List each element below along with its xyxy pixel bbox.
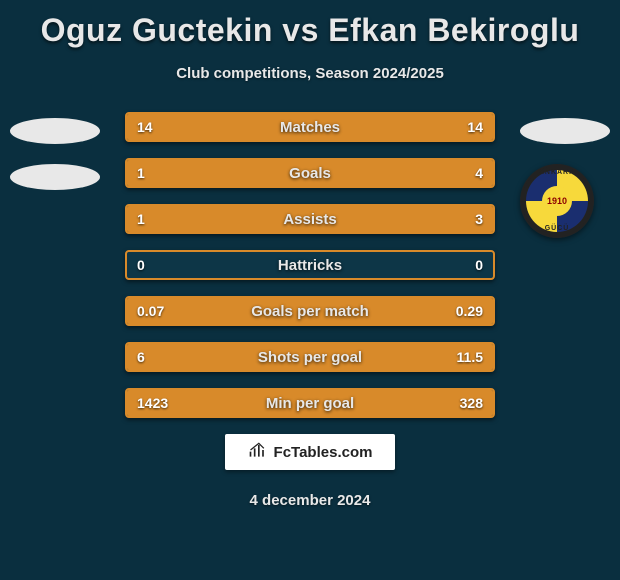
team-badge-placeholder — [520, 118, 610, 144]
comparison-stats: 1414Matches 14Goals 13Assists 00Hattricks 0.… — [125, 112, 495, 418]
stat-label: Assists — [127, 206, 493, 232]
fctables-logo: FcTables.com — [225, 434, 395, 470]
stat-label: Goals per match — [127, 298, 493, 324]
fctables-logo-text: FcTables.com — [274, 444, 373, 461]
ankaragucu-crest-icon: ANKARA GÜCÜ 1910 — [520, 164, 594, 238]
crest-inner-text: 1910 — [542, 186, 572, 216]
crest-bottom-text: GÜCÜ — [520, 225, 594, 232]
date-label: 4 december 2024 — [0, 492, 620, 509]
stat-label: Goals — [127, 160, 493, 186]
stat-row: 00Hattricks — [125, 250, 495, 280]
stat-label: Min per goal — [127, 390, 493, 416]
stat-row: 1414Matches — [125, 112, 495, 142]
crest-top-text: ANKARA — [520, 169, 594, 176]
stat-row: 14Goals — [125, 158, 495, 188]
chart-icon — [248, 440, 268, 465]
left-team-badges — [10, 118, 100, 210]
stat-row: 1423328Min per goal — [125, 388, 495, 418]
stat-label: Shots per goal — [127, 344, 493, 370]
page-subtitle: Club competitions, Season 2024/2025 — [0, 65, 620, 82]
stat-label: Matches — [127, 114, 493, 140]
stat-label: Hattricks — [127, 252, 493, 278]
team-badge-placeholder — [10, 118, 100, 144]
team-badge-placeholder — [10, 164, 100, 190]
stat-row: 611.5Shots per goal — [125, 342, 495, 372]
stat-row: 0.070.29Goals per match — [125, 296, 495, 326]
right-team-badges: ANKARA GÜCÜ 1910 — [520, 118, 610, 238]
stat-row: 13Assists — [125, 204, 495, 234]
page-title: Oguz Guctekin vs Efkan Bekiroglu — [0, 0, 620, 49]
